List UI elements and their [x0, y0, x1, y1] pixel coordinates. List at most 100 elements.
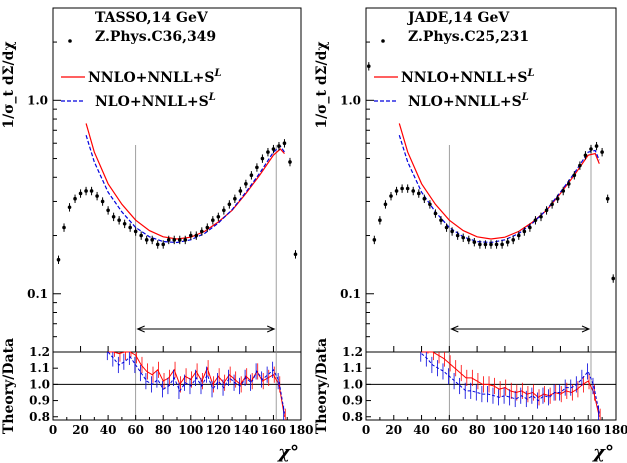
data-point: [255, 165, 259, 170]
data-point: [139, 233, 143, 238]
data-point: [205, 225, 210, 230]
data-point: [539, 214, 543, 219]
legend-data-marker: [381, 39, 385, 43]
legend-entry-nlo: NLO+NNLL+SL: [95, 92, 216, 110]
legend-entry-nnlo: NNLO+NNLL+SL: [401, 68, 535, 86]
data-point: [444, 225, 449, 230]
legend-reference: Z.Phys.C25,231: [408, 29, 529, 45]
data-point: [144, 238, 149, 242]
ratio-y-tick-label: 1.1: [342, 361, 363, 375]
x-tick-label: 120: [520, 423, 545, 437]
chart-panel-right: 0 20 40 60 80 100 120 140 160 180 0.1 1.0 0.8 0.9 1.0 1…: [314, 7, 627, 463]
data-point: [78, 191, 83, 196]
fit-range-arrow-right-head: [267, 325, 276, 333]
data-point: [293, 252, 298, 257]
data-point: [478, 242, 482, 247]
data-point: [500, 242, 504, 247]
chart-panel-left: 0 20 40 60 80 100 120 140 160 180 0.1 1.0 0.8 0.9 1.0 1…: [1, 7, 314, 463]
ratio-y-tick-label: 1.0: [29, 377, 50, 391]
data-point: [589, 147, 593, 151]
data-point: [194, 233, 199, 238]
legend-entry-nnlo: NNLO+NNLL+SL: [88, 68, 222, 86]
y-axis-label: 1/σ_t dΣ/dχ: [1, 41, 17, 128]
x-tick-label: 60: [127, 423, 144, 437]
data-point: [422, 196, 427, 201]
data-point: [227, 202, 232, 207]
x-tick-label: 160: [576, 423, 601, 437]
data-point: [394, 189, 399, 193]
main-plot-frame: [365, 7, 617, 353]
data-point: [372, 238, 377, 242]
data-point: [450, 229, 454, 234]
data-point: [489, 242, 493, 247]
data-point: [128, 225, 132, 230]
ratio-y-tick-label: 1.2: [29, 345, 50, 359]
data-point: [583, 153, 588, 158]
data-point: [516, 233, 521, 238]
data-point: [84, 189, 88, 193]
data-point: [271, 147, 276, 151]
theory-curve-nnlo: [85, 123, 285, 240]
ratio-curve-nnlo: [108, 351, 285, 417]
data-point: [155, 242, 160, 247]
fit-range-arrow-left-head: [136, 325, 145, 333]
x-tick-label: 60: [441, 423, 458, 437]
ratio-y-tick-label: 1.1: [29, 361, 50, 375]
legend-superscript: L: [527, 68, 535, 79]
x-axis-label: χ°: [276, 442, 299, 463]
x-tick-label: 20: [385, 423, 402, 437]
y-tick-label: 1.0: [27, 93, 48, 107]
theory-curve-nlo: [398, 135, 600, 244]
fit-range-arrow-left-head: [450, 325, 459, 333]
data-point: [277, 144, 281, 148]
x-axis-label: χ°: [591, 442, 614, 463]
data-point: [200, 229, 204, 234]
data-point: [605, 196, 610, 201]
theory-curve-nnlo: [398, 123, 600, 240]
ratio-y-axis-label: Theory/Data: [314, 338, 330, 434]
main-plot-frame: [52, 7, 302, 353]
fit-range-arrow-right-head: [581, 325, 591, 333]
data-point: [56, 257, 61, 262]
data-point: [411, 189, 416, 193]
data-point: [472, 240, 477, 244]
data-point: [555, 196, 560, 201]
data-point: [62, 225, 66, 230]
data-point: [238, 189, 243, 193]
data-point: [428, 202, 432, 207]
data-point: [100, 199, 105, 204]
x-tick-label: 100: [178, 423, 203, 437]
data-point: [111, 214, 116, 219]
data-point: [439, 218, 443, 223]
x-tick-label: 160: [261, 423, 286, 437]
data-point: [383, 202, 388, 207]
x-tick-label: 0: [49, 423, 57, 437]
ratio-y-tick-label: 0.9: [342, 394, 363, 408]
data-point: [494, 242, 499, 247]
x-tick-label: 120: [206, 423, 231, 437]
data-point: [405, 186, 410, 191]
data-point: [222, 208, 226, 213]
data-point: [161, 242, 166, 247]
data-point: [172, 238, 177, 242]
ratio-y-tick-label: 0.9: [29, 394, 50, 408]
ratio-y-tick-label: 1.0: [342, 377, 363, 391]
ratio-curve-nlo: [107, 351, 285, 414]
data-point: [216, 214, 221, 219]
legend-reference: Z.Phys.C36,349: [95, 29, 216, 45]
x-tick-label: 100: [492, 423, 517, 437]
data-point: [533, 218, 538, 223]
x-tick-label: 80: [155, 423, 172, 437]
data-point: [282, 141, 287, 146]
data-point: [122, 221, 127, 226]
data-point: [249, 173, 254, 178]
data-point: [461, 235, 466, 240]
x-tick-label: 20: [72, 423, 89, 437]
y-axis-label: 1/σ_t dΣ/dχ: [314, 41, 330, 128]
legend-superscript: L: [521, 92, 529, 103]
data-point: [177, 238, 182, 242]
x-tick-label: 0: [362, 423, 370, 437]
legend-data-marker: [68, 39, 72, 43]
data-point: [67, 205, 72, 210]
data-point: [455, 233, 460, 238]
